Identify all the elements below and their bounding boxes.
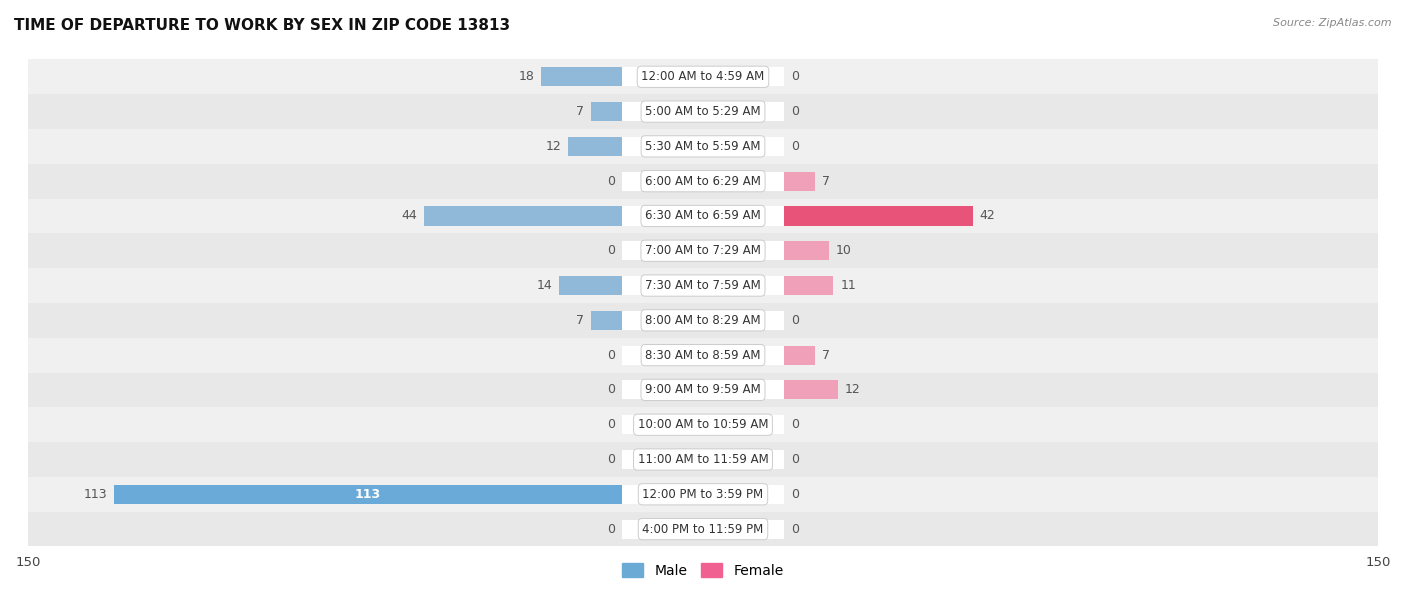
Text: 0: 0	[790, 453, 799, 466]
Text: 10:00 AM to 10:59 AM: 10:00 AM to 10:59 AM	[638, 418, 768, 431]
Bar	[785, 172, 815, 191]
Text: 44: 44	[402, 210, 418, 223]
Bar	[28, 129, 1378, 164]
Bar	[568, 137, 621, 156]
Bar	[28, 511, 1378, 546]
Text: 7: 7	[823, 175, 830, 188]
Bar	[785, 380, 838, 400]
Text: 11: 11	[841, 279, 856, 292]
Text: 18: 18	[519, 70, 534, 83]
Text: 0: 0	[790, 314, 799, 327]
Bar	[621, 346, 785, 365]
Text: 5:30 AM to 5:59 AM: 5:30 AM to 5:59 AM	[645, 140, 761, 153]
Bar	[28, 477, 1378, 511]
Bar	[28, 164, 1378, 198]
Text: 7: 7	[823, 349, 830, 362]
Bar	[28, 268, 1378, 303]
Text: 12:00 PM to 3:59 PM: 12:00 PM to 3:59 PM	[643, 488, 763, 501]
Text: 12: 12	[546, 140, 561, 153]
Text: 0: 0	[790, 105, 799, 118]
Legend: Male, Female: Male, Female	[617, 557, 789, 583]
Bar	[28, 233, 1378, 268]
Text: 7: 7	[576, 105, 583, 118]
Text: 0: 0	[607, 523, 616, 536]
Bar	[541, 67, 621, 86]
Bar	[591, 102, 621, 121]
Text: 0: 0	[607, 244, 616, 257]
Bar	[28, 442, 1378, 477]
Bar	[425, 206, 621, 226]
Text: 113: 113	[83, 488, 107, 501]
Text: 0: 0	[790, 523, 799, 536]
Bar	[785, 346, 815, 365]
Bar	[621, 311, 785, 330]
Text: 0: 0	[607, 418, 616, 431]
Bar	[621, 485, 785, 504]
Bar	[28, 407, 1378, 442]
Bar	[785, 241, 830, 260]
Text: 8:30 AM to 8:59 AM: 8:30 AM to 8:59 AM	[645, 349, 761, 362]
Bar	[114, 485, 621, 504]
Bar	[621, 450, 785, 469]
Bar	[28, 372, 1378, 407]
Text: 5:00 AM to 5:29 AM: 5:00 AM to 5:29 AM	[645, 105, 761, 118]
Bar	[621, 415, 785, 434]
Text: 0: 0	[790, 418, 799, 431]
Text: 0: 0	[607, 349, 616, 362]
Text: 8:00 AM to 8:29 AM: 8:00 AM to 8:29 AM	[645, 314, 761, 327]
Bar	[785, 276, 834, 295]
Bar	[621, 206, 785, 226]
Bar	[785, 206, 973, 226]
Bar	[560, 276, 621, 295]
Text: 0: 0	[607, 453, 616, 466]
Text: 7: 7	[576, 314, 583, 327]
Text: 10: 10	[835, 244, 852, 257]
Text: 0: 0	[607, 175, 616, 188]
Text: 12:00 AM to 4:59 AM: 12:00 AM to 4:59 AM	[641, 70, 765, 83]
Text: 6:30 AM to 6:59 AM: 6:30 AM to 6:59 AM	[645, 210, 761, 223]
Bar	[28, 338, 1378, 372]
Bar	[28, 198, 1378, 233]
Text: 42: 42	[980, 210, 995, 223]
Bar	[591, 311, 621, 330]
Text: 0: 0	[607, 383, 616, 396]
Text: TIME OF DEPARTURE TO WORK BY SEX IN ZIP CODE 13813: TIME OF DEPARTURE TO WORK BY SEX IN ZIP …	[14, 18, 510, 33]
Text: 11:00 AM to 11:59 AM: 11:00 AM to 11:59 AM	[638, 453, 768, 466]
Text: 6:00 AM to 6:29 AM: 6:00 AM to 6:29 AM	[645, 175, 761, 188]
Bar	[621, 276, 785, 295]
Text: 113: 113	[354, 488, 381, 501]
Bar	[621, 137, 785, 156]
Text: 0: 0	[790, 70, 799, 83]
Text: 0: 0	[790, 488, 799, 501]
Bar	[621, 67, 785, 86]
Bar	[28, 59, 1378, 94]
Bar	[621, 102, 785, 121]
Bar	[28, 303, 1378, 338]
Bar	[621, 172, 785, 191]
Bar	[28, 94, 1378, 129]
Text: 0: 0	[790, 140, 799, 153]
Bar	[621, 520, 785, 539]
Text: Source: ZipAtlas.com: Source: ZipAtlas.com	[1274, 18, 1392, 28]
Text: 4:00 PM to 11:59 PM: 4:00 PM to 11:59 PM	[643, 523, 763, 536]
Bar	[621, 380, 785, 400]
Text: 9:00 AM to 9:59 AM: 9:00 AM to 9:59 AM	[645, 383, 761, 396]
Text: 7:00 AM to 7:29 AM: 7:00 AM to 7:29 AM	[645, 244, 761, 257]
Bar	[621, 241, 785, 260]
Text: 7:30 AM to 7:59 AM: 7:30 AM to 7:59 AM	[645, 279, 761, 292]
Text: 12: 12	[845, 383, 860, 396]
Text: 14: 14	[537, 279, 553, 292]
